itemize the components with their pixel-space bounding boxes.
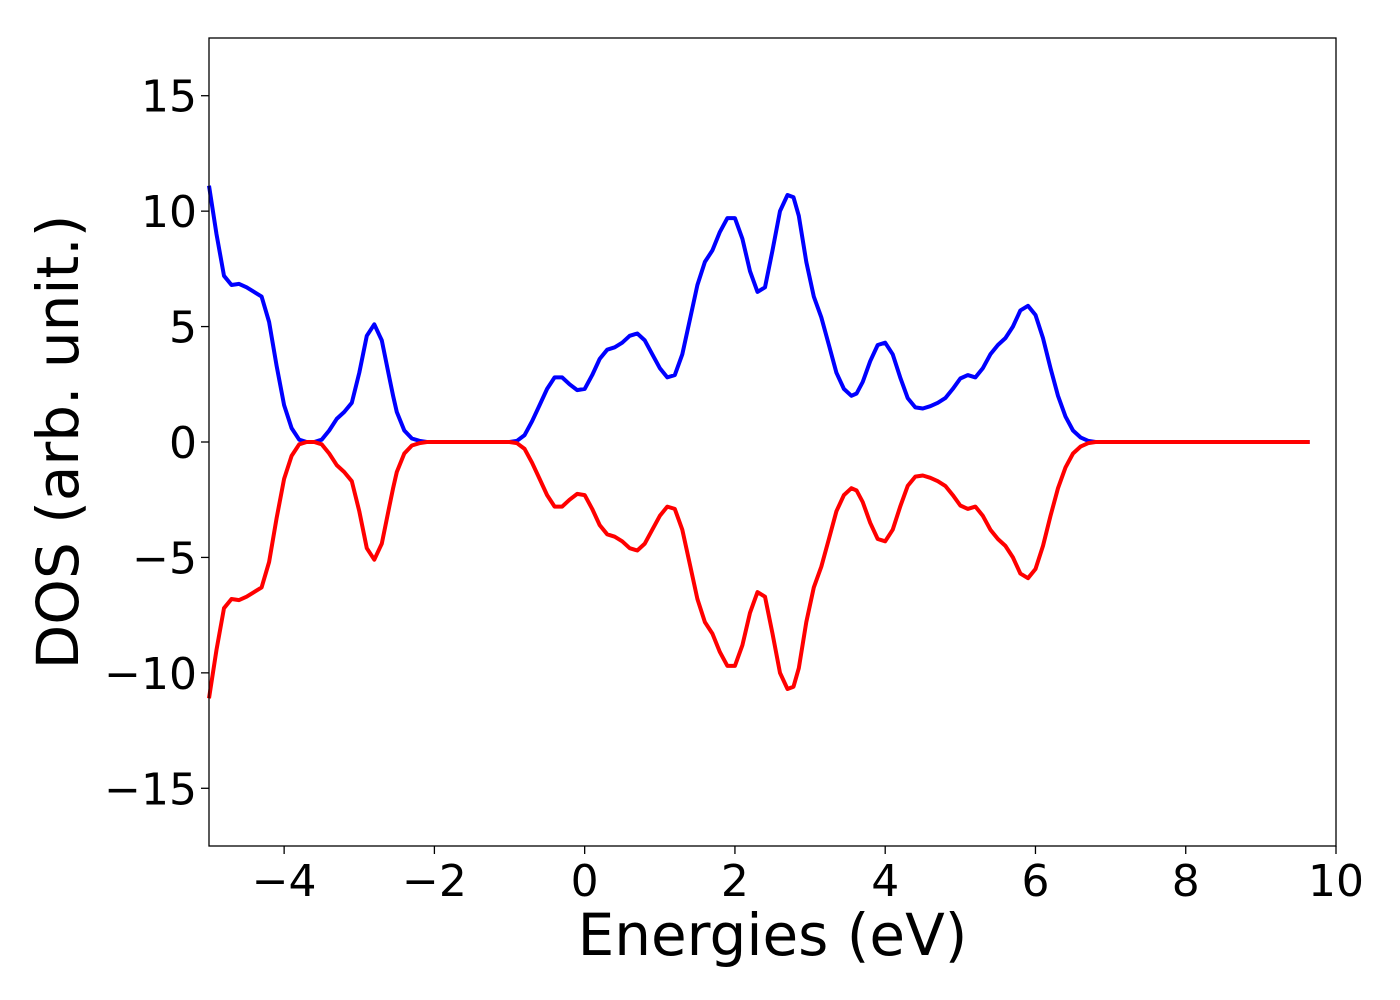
y-axis-title: DOS (arb. unit.) <box>24 215 92 670</box>
x-axis: −4 −2 0 2 4 6 8 10 <box>252 846 1364 907</box>
x-tick-label: −4 <box>252 856 317 907</box>
x-tick-label: 0 <box>571 856 599 907</box>
series-layer <box>207 185 1310 699</box>
y-tick-label: −15 <box>104 764 197 815</box>
x-tick-label: −2 <box>402 856 467 907</box>
series-line-1 <box>207 185 1310 444</box>
y-tick-label: −10 <box>104 649 197 700</box>
y-tick-label: 15 <box>141 72 197 123</box>
y-tick-label: 0 <box>169 418 197 469</box>
y-tick-label: 5 <box>169 303 197 354</box>
x-tick-label: 10 <box>1308 856 1364 907</box>
x-tick-label: 6 <box>1021 856 1049 907</box>
x-tick-label: 4 <box>871 856 899 907</box>
y-tick-label: −5 <box>132 533 197 584</box>
x-axis-title: Energies (eV) <box>578 901 968 969</box>
y-tick-label: 10 <box>141 187 197 238</box>
y-axis: −15 −10 −5 0 5 10 15 <box>104 72 209 815</box>
x-tick-label: 8 <box>1172 856 1200 907</box>
series-line-2 <box>207 440 1310 699</box>
x-tick-label: 2 <box>721 856 749 907</box>
